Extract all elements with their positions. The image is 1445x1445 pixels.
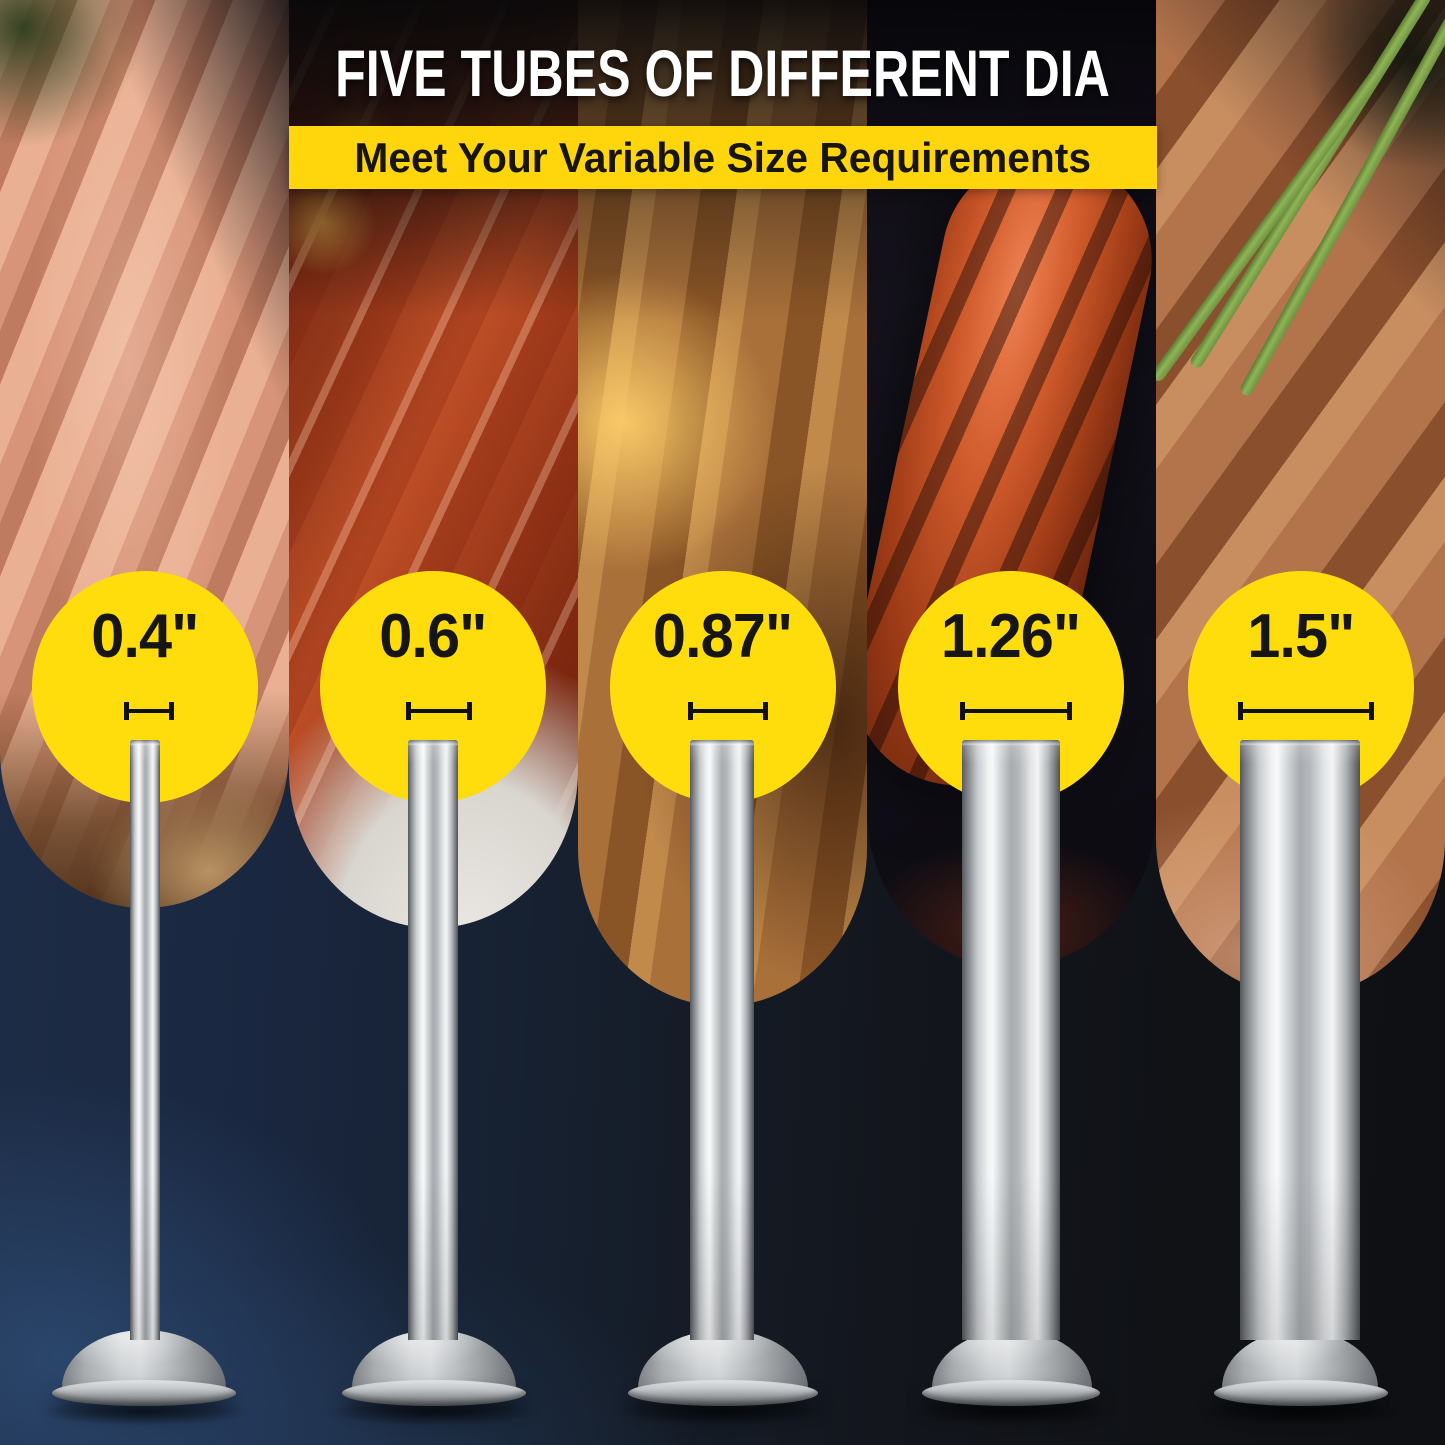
stuffing-tube-1.26in [962, 740, 1060, 1340]
tube-base-rim [922, 1380, 1100, 1406]
tube-base-rim [342, 1380, 526, 1406]
diameter-label: 1.26" [941, 602, 1081, 671]
subtitle-banner: Meet Your Variable Size Requirements [289, 126, 1157, 189]
diameter-label: 0.6" [379, 602, 487, 671]
diameter-marker-icon [1238, 702, 1374, 720]
diameter-label: 0.4" [91, 602, 199, 671]
stuffing-tube-0.87in [690, 740, 754, 1340]
diameter-label: 0.87" [653, 602, 793, 671]
diameter-marker-icon [124, 702, 174, 720]
diameter-badge: 0.4" [32, 571, 258, 803]
stuffing-tube-1.5in [1240, 740, 1360, 1340]
stuffing-tube-0.4in [130, 740, 160, 1340]
subtitle-text: Meet Your Variable Size Requirements [354, 133, 1092, 181]
diameter-marker-icon [688, 702, 768, 720]
diameter-marker-icon [406, 702, 472, 720]
diameter-badge: 0.87" [610, 571, 836, 803]
headline: FIVE TUBES OF DIFFERENT DIA [335, 36, 1110, 110]
diameter-label: 1.5" [1247, 602, 1355, 671]
diameter-marker-icon [960, 702, 1072, 720]
tube-base-rim [628, 1380, 818, 1406]
stuffing-tube-0.6in [408, 740, 458, 1340]
photo-pale-wieners [0, 0, 289, 908]
tube-base-rim [52, 1380, 236, 1406]
tube-base-rim [1214, 1380, 1388, 1406]
